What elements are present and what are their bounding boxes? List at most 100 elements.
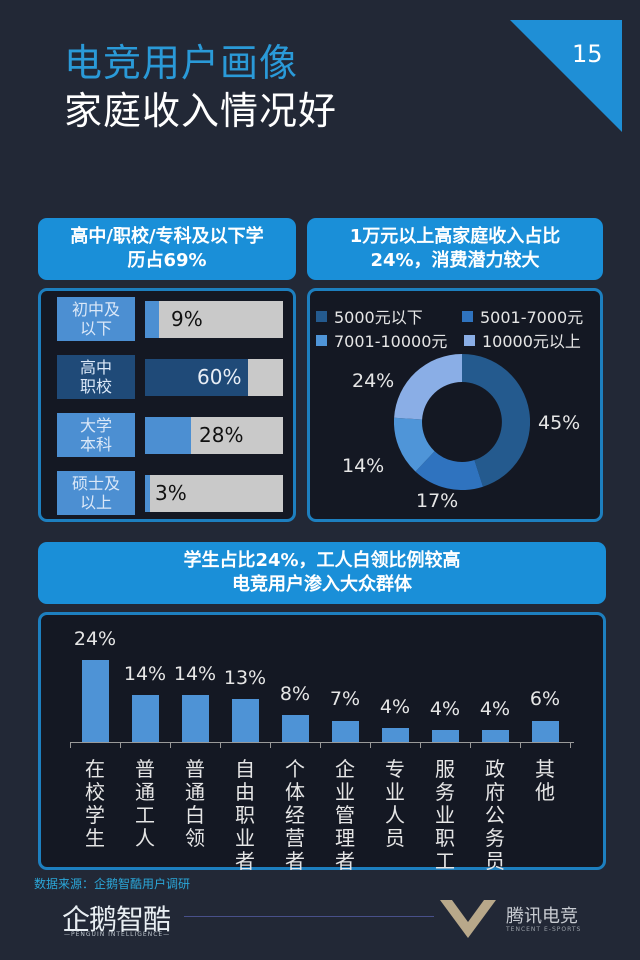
occupation-header: 学生占比24%，工人白领比例较高 电竞用户渗入大众群体 xyxy=(38,542,606,604)
axis-tick xyxy=(570,742,571,748)
education-row: 高中 职校 60% xyxy=(57,355,283,399)
occupation-label: 自由职业者 xyxy=(235,757,255,873)
penguin-intelligence-subtitle: —PENGUIN INTELLIGENCE— xyxy=(64,931,171,938)
education-bar: 9% xyxy=(145,301,283,338)
legend-label: 5001-7000元 xyxy=(480,308,584,327)
occupation-value: 4% xyxy=(379,696,411,718)
income-header-line1: 1万元以上高家庭收入占比 xyxy=(349,226,561,247)
page-number: 15 xyxy=(572,40,603,68)
education-value: 28% xyxy=(199,423,244,447)
education-bar-fill xyxy=(145,301,159,338)
legend-label: 5000元以下 xyxy=(334,308,423,327)
occupation-value: 14% xyxy=(173,663,217,685)
occupation-label: 专业人员 xyxy=(385,757,405,850)
axis-tick xyxy=(520,742,521,748)
axis-tick xyxy=(220,742,221,748)
occupation-bar xyxy=(432,730,459,742)
label-line: 职校 xyxy=(79,377,112,396)
axis-tick xyxy=(170,742,171,748)
occupation-label: 企业管理者 xyxy=(335,757,355,873)
axis-tick xyxy=(470,742,471,748)
occupation-label: 其他 xyxy=(535,757,555,804)
occupation-label: 普通工人 xyxy=(135,757,155,850)
page-title: 电竞用户画像 xyxy=(64,41,299,85)
occupation-bar xyxy=(232,699,259,742)
occupation-value: 13% xyxy=(223,667,267,689)
occupation-value: 4% xyxy=(479,698,511,720)
income-header-line2: 24%，消费潜力较大 xyxy=(370,250,540,271)
education-row: 大学 本科 28% xyxy=(57,413,283,457)
education-bar-fill xyxy=(145,359,248,396)
education-header-line1: 高中/职校/专科及以下学 xyxy=(70,226,264,247)
legend-label: 7001-10000元 xyxy=(334,332,448,351)
occupation-label: 服务业职工 xyxy=(435,757,455,873)
legend-swatch xyxy=(316,334,327,346)
occupation-bar xyxy=(182,695,209,742)
label-line: 以下 xyxy=(79,319,112,338)
donut-label: 24% xyxy=(352,370,395,392)
occupation-value: 24% xyxy=(73,628,117,650)
legend-swatch xyxy=(316,310,327,322)
occupation-value: 6% xyxy=(529,688,561,710)
occupation-panel xyxy=(38,612,606,870)
occupation-bar xyxy=(482,730,509,742)
occupation-value: 14% xyxy=(123,663,167,685)
legend-item: 5001-7000元 xyxy=(462,304,583,328)
label-line: 高中 xyxy=(79,358,112,377)
legend-item: 10000元以上 xyxy=(464,328,581,352)
education-bar-fill xyxy=(145,475,150,512)
axis-tick xyxy=(270,742,271,748)
page-number-triangle xyxy=(510,20,622,132)
occupation-bar xyxy=(132,695,159,742)
axis-tick xyxy=(320,742,321,748)
label-line: 硕士及 xyxy=(71,474,120,493)
donut-slice xyxy=(462,354,530,487)
tencent-esports-logo: 腾讯电竞 xyxy=(506,906,578,927)
occupation-label: 个体经营者 xyxy=(285,757,305,873)
education-header-line2: 历占69% xyxy=(127,250,207,271)
tencent-esports-subtitle: TENCENT E-SPORTS xyxy=(506,926,582,933)
label-line: 初中及 xyxy=(71,300,120,319)
occupation-bar xyxy=(532,721,559,742)
axis-tick xyxy=(420,742,421,748)
education-label: 大学 本科 xyxy=(57,413,135,457)
education-label: 高中 职校 xyxy=(57,355,135,399)
data-source: 数据来源：企鹅智酷用户调研 xyxy=(34,877,191,891)
education-bar-fill xyxy=(145,417,191,454)
occupation-bar xyxy=(82,660,109,742)
education-label: 初中及 以下 xyxy=(57,297,135,341)
occupation-label: 在校学生 xyxy=(85,757,105,850)
label-line: 本科 xyxy=(79,435,112,454)
education-value: 60% xyxy=(197,365,242,389)
donut-label: 14% xyxy=(342,455,385,477)
education-row: 初中及 以下 9% xyxy=(57,297,283,341)
donut-label: 17% xyxy=(416,490,459,512)
axis-tick xyxy=(370,742,371,748)
donut-label: 45% xyxy=(538,412,581,434)
tencent-esports-v-icon-inner xyxy=(452,900,484,922)
axis-tick xyxy=(120,742,121,748)
education-bar: 60% xyxy=(145,359,283,396)
occupation-value: 8% xyxy=(279,683,311,705)
legend-swatch xyxy=(464,334,475,346)
donut-slice xyxy=(394,417,435,472)
donut-slice xyxy=(394,354,462,420)
education-row: 硕士及 以上 3% xyxy=(57,471,283,515)
legend-item: 7001-10000元 xyxy=(316,328,447,352)
occupation-bar xyxy=(282,715,309,742)
occupation-bar xyxy=(332,721,359,742)
label-line: 大学 xyxy=(79,416,112,435)
axis-tick xyxy=(70,742,71,748)
legend-swatch xyxy=(462,310,473,322)
education-value: 9% xyxy=(171,307,203,331)
occupation-label: 政府公务员 xyxy=(485,757,505,873)
education-value: 3% xyxy=(155,481,187,505)
occupation-label: 普通白领 xyxy=(185,757,205,850)
label-line: 以上 xyxy=(79,493,112,512)
penguin-intelligence-logo: 企鹅智酷 xyxy=(62,903,171,936)
footer-divider xyxy=(184,916,434,917)
legend-label: 10000元以上 xyxy=(482,332,581,351)
education-bar: 28% xyxy=(145,417,283,454)
donut-slice xyxy=(415,451,483,490)
occupation-header-line2: 电竞用户渗入大众群体 xyxy=(232,574,412,595)
